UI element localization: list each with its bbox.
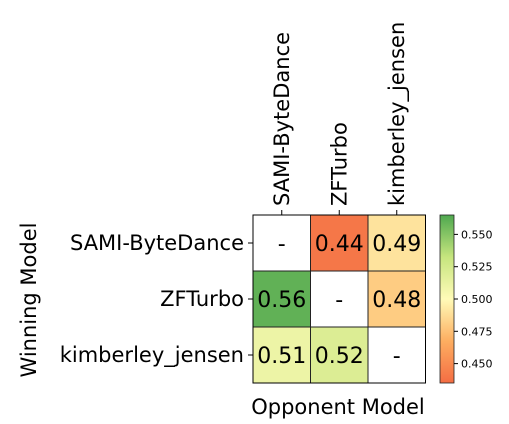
cell-value-label: 0.48 [372, 288, 421, 313]
colorbar-tick-label: 0.475 [461, 325, 493, 338]
cell-value-label: 0.51 [257, 344, 306, 369]
colorbar-tick-label: 0.525 [461, 261, 493, 274]
x-tick-label: ZFTurbo [327, 122, 351, 206]
cell-value-label: - [393, 344, 401, 369]
y-axis-ticks: SAMI-ByteDance ZFTurbo kimberley_jensen [60, 231, 253, 368]
cell-value-label: 0.49 [372, 232, 421, 257]
cell-value-label: 0.44 [315, 232, 364, 257]
y-tick-label: ZFTurbo [160, 287, 244, 311]
x-tick-label: SAMI-ByteDance [270, 32, 294, 206]
colorbar-ticks: 0.450 0.475 0.500 0.525 0.550 [454, 228, 493, 371]
x-axis-label: Opponent Model [251, 395, 425, 419]
heatmap-cells [252, 214, 426, 384]
cell-value-label: - [335, 288, 343, 313]
heatmap-cell-labels: - 0.44 0.49 0.56 - 0.48 0.51 0.52 - [257, 232, 421, 369]
colorbar-tick-label: 0.500 [461, 293, 493, 306]
x-axis-ticks: SAMI-ByteDance ZFTurbo kimberley_jensen [270, 22, 410, 215]
y-axis-label: Winning Model [17, 223, 41, 378]
x-tick-label: kimberley_jensen [385, 22, 410, 206]
heatmap-cell [252, 214, 311, 272]
cell-value-label: 0.56 [257, 288, 306, 313]
y-tick-label: kimberley_jensen [60, 343, 244, 368]
colorbar-tick-label: 0.550 [461, 228, 493, 241]
heatmap-cell [367, 270, 426, 328]
heatmap-cell [310, 326, 369, 384]
colorbar [439, 214, 455, 384]
cell-value-label: 0.52 [315, 344, 364, 369]
colorbar-tick-label: 0.450 [461, 358, 493, 371]
y-tick-label: SAMI-ByteDance [70, 231, 244, 255]
cell-value-label: - [278, 232, 286, 257]
heatmap-cell [310, 214, 369, 272]
